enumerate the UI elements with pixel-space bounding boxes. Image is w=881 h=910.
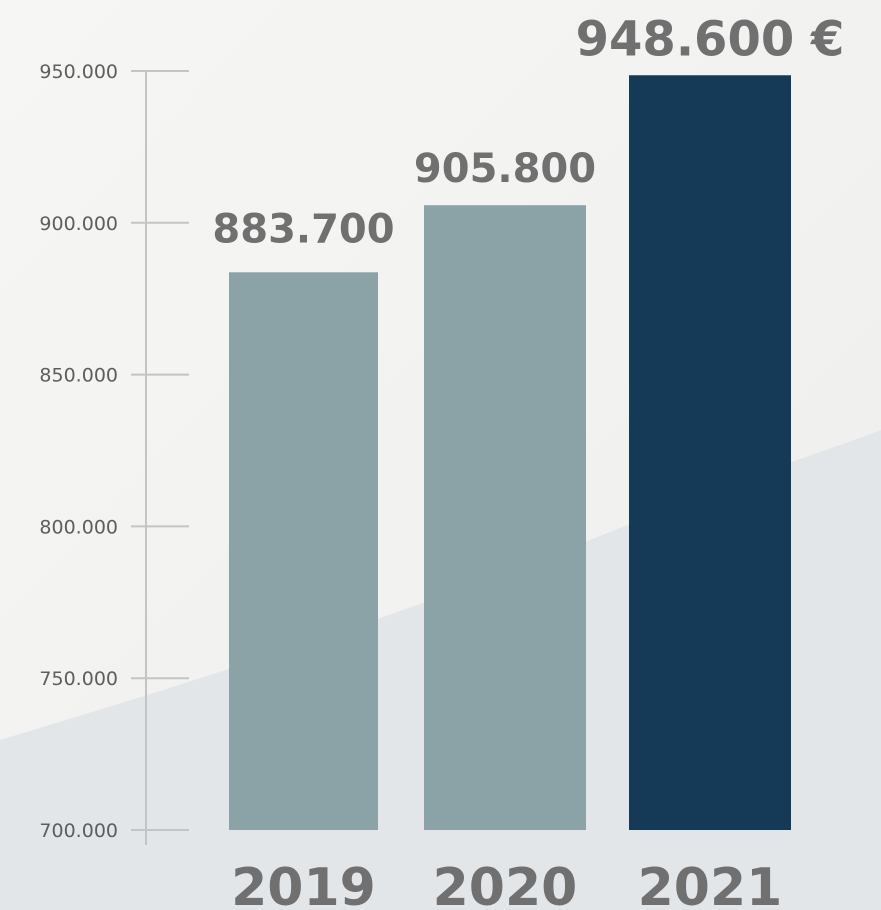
y-tick-label: 850.000 [39,365,118,387]
x-tick-label-2021: 2021 [638,858,783,910]
x-tick-label-2020: 2020 [433,858,578,910]
y-tick-label: 700.000 [39,820,118,842]
labels: 883.700 2019 905.800 2020 948.600 € 2021 [212,11,844,910]
bars [229,75,791,831]
y-tick-label: 800.000 [39,516,118,538]
y-tick-label: 950.000 [39,61,118,83]
data-label-2019: 883.700 [212,206,394,252]
bar-2020 [424,205,586,831]
y-axis: 700.000 750.000 800.000 850.000 900.000 950.0… [39,61,189,845]
bar-2021 [629,75,791,831]
bar-2019 [229,272,378,830]
y-tick-label: 750.000 [39,668,118,690]
data-label-2021: 948.600 € [576,11,845,67]
data-label-2020: 905.800 [414,146,596,192]
y-tick-label: 900.000 [39,213,118,235]
x-tick-label-2019: 2019 [231,858,376,910]
